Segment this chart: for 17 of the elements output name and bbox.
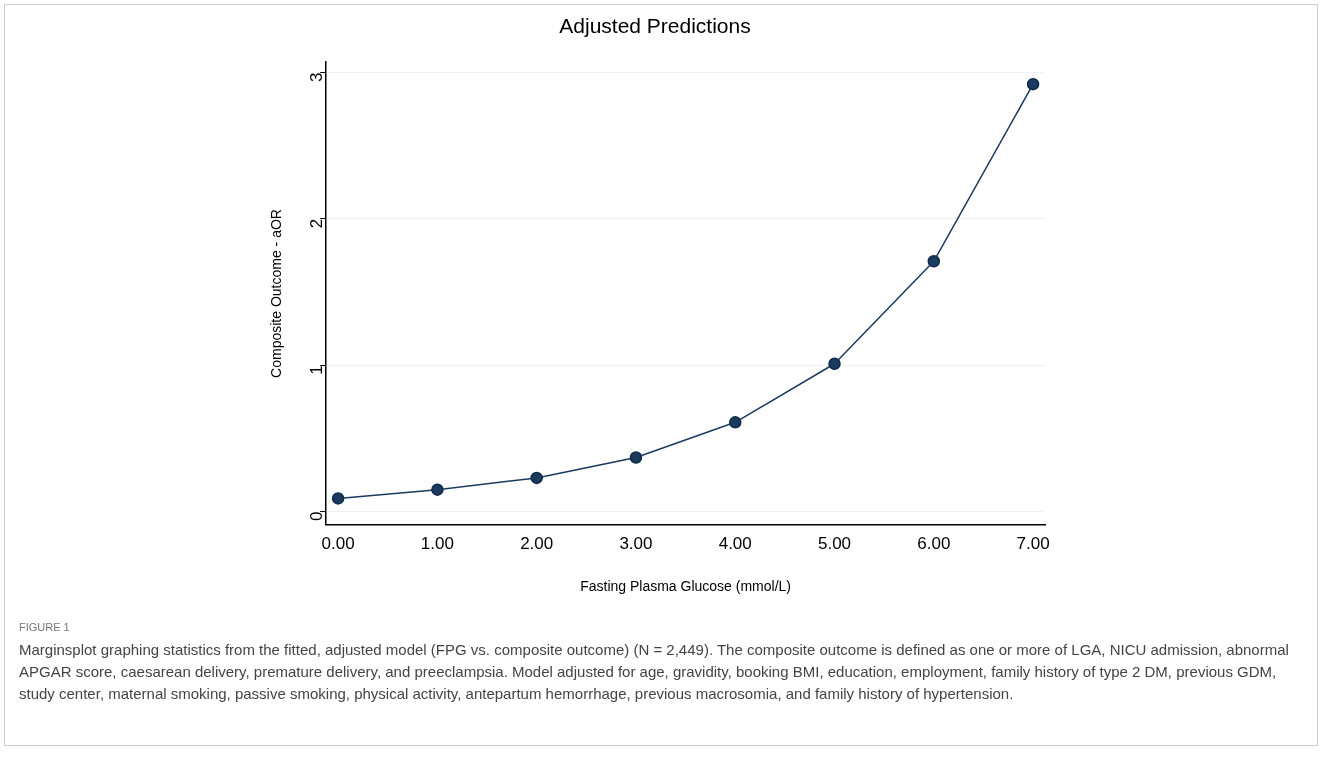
x-tick-label: 5.00 bbox=[817, 533, 852, 553]
x-tick-label: 4.00 bbox=[718, 533, 752, 553]
x-tick-label: 1.00 bbox=[420, 533, 454, 553]
x-tick-label: 6.00 bbox=[917, 533, 951, 553]
text: Marginsplot graphing statistics from the fitted, adjusted model (FPG vs. composite outcome) (N = 2,449). The composite outcome is defined as one or more of LGA, NICU admission, abnormal APGAR score, caesarean delivery, premature delivery, and preeclampsia. Model adjusted for age, gravidity, booking BMI, education, employment, family history of type 2 DM, previous GDM, study center, maternal smoking, passive smoking, physical activity, antepartum hemorrhage, previous macrosomia, and family history of hypertension. bbox=[19, 640, 1290, 704]
x-tick-label: 0.00 bbox=[321, 533, 355, 553]
x-tick-label: 2.00 bbox=[520, 533, 554, 553]
caption: FIGURE 1 bbox=[19, 621, 71, 633]
y-axis-title: Composite Outcome - aOR bbox=[268, 209, 285, 378]
y-tick-label: 0 bbox=[306, 511, 326, 522]
chart-title: Adjusted Predictions bbox=[559, 14, 751, 38]
x-tick-label: 3.00 bbox=[619, 533, 653, 553]
y-tick-label: 2 bbox=[306, 218, 326, 229]
y-tick-label: 1 bbox=[306, 365, 326, 375]
y-tick-label: 3 bbox=[306, 72, 326, 82]
x-axis-title: Fasting Plasma Glucose (mmol/L) bbox=[580, 578, 792, 595]
x-tick-label: 7.00 bbox=[1016, 533, 1050, 553]
